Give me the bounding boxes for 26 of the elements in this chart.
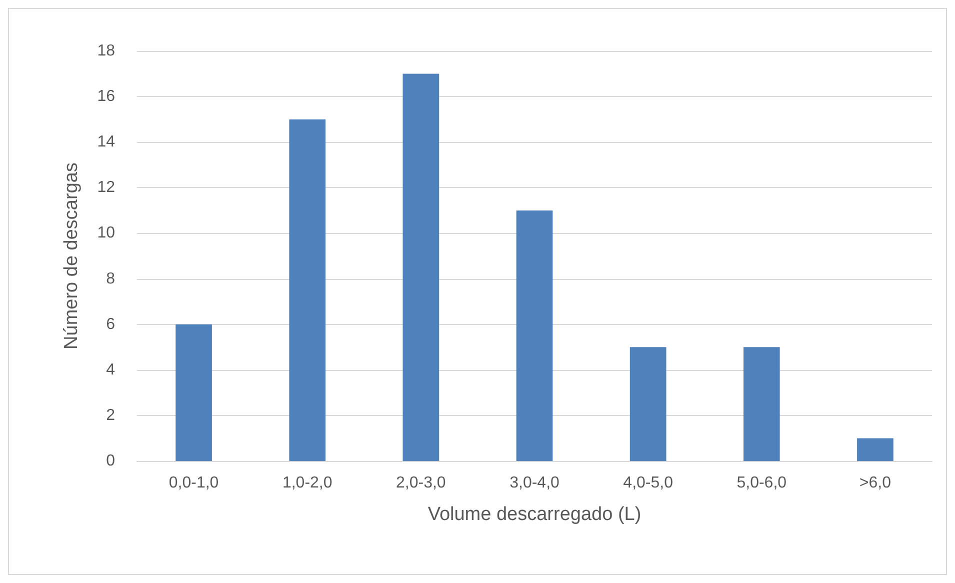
x-tick-label: 5,0-6,0 (736, 474, 787, 492)
bar (176, 324, 212, 461)
x-tick-label: 1,0-2,0 (282, 474, 332, 492)
bar (630, 347, 666, 461)
x-tick-label: 3,0-4,0 (510, 474, 560, 492)
y-tick-label: 10 (97, 224, 116, 242)
x-tick-label: 2,0-3,0 (396, 474, 446, 492)
y-tick-label: 2 (106, 406, 116, 424)
bar (402, 74, 440, 461)
x-tick-label: 4,0-5,0 (623, 474, 674, 492)
bar (516, 210, 553, 461)
y-tick-label: 8 (106, 270, 116, 288)
y-tick-label: 4 (106, 361, 116, 378)
y-tick-label: 18 (97, 42, 116, 60)
bar (289, 119, 326, 461)
x-tick-label: >6,0 (859, 474, 892, 492)
bar (857, 438, 894, 461)
y-tick-label: 14 (97, 134, 116, 151)
x-tick-label: 0,0-1,0 (168, 474, 219, 492)
y-tick-label: 0 (106, 452, 116, 470)
y-axis-title: Número de descargas (61, 162, 82, 350)
x-axis-title: Volume descarregado (L) (428, 504, 642, 525)
y-tick-label: 6 (106, 316, 116, 333)
y-tick-label: 12 (97, 179, 116, 196)
y-tick-label: 16 (97, 88, 116, 106)
bar (743, 347, 780, 461)
